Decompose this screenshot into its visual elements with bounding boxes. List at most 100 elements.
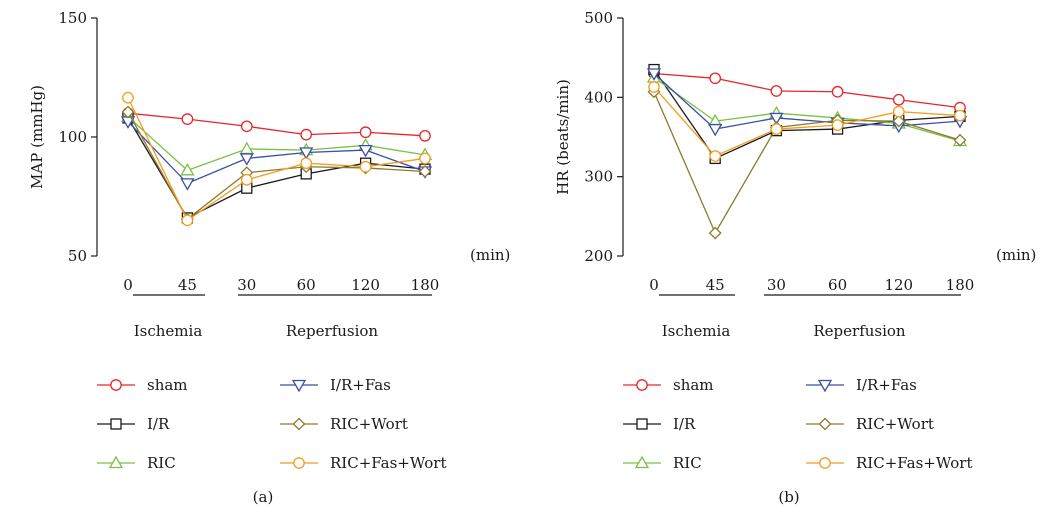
legend-label: I/R	[147, 415, 170, 433]
data-point	[648, 81, 660, 93]
series-line	[127, 112, 426, 137]
data-point	[358, 144, 373, 158]
legend-marker	[291, 379, 307, 393]
legend-marker	[818, 417, 832, 431]
data-point	[770, 123, 783, 135]
y-tick-label: 500	[584, 9, 613, 27]
data-point	[121, 105, 135, 119]
legend-label: sham	[147, 376, 188, 394]
x-tick-label: 30	[237, 276, 256, 294]
data-point	[709, 72, 722, 85]
y-axis-label: MAP (mmHg)	[28, 85, 46, 189]
legend-label: I/R	[673, 415, 696, 433]
legend-label: I/R+Fas	[856, 376, 917, 394]
data-point	[181, 113, 194, 126]
series-ric-wort	[647, 85, 967, 240]
data-point	[239, 153, 254, 166]
data-point	[953, 133, 967, 147]
series-line	[127, 97, 426, 222]
legend-label: RIC	[147, 454, 176, 472]
legend-marker	[292, 417, 306, 431]
x-tick-label: 45	[706, 276, 725, 294]
series-sham	[648, 67, 966, 114]
data-point	[300, 157, 313, 170]
data-point	[892, 105, 905, 118]
data-point	[418, 165, 432, 178]
data-point	[831, 85, 844, 98]
panel-label: (b)	[778, 488, 799, 506]
series-ric-fas-wort	[122, 91, 431, 227]
ischemia-label: Ischemia	[134, 322, 203, 340]
data-point	[359, 160, 372, 173]
legend-label: I/R+Fas	[330, 376, 391, 394]
chart-panel-b: 200 300 400 500 HR (beats/min) 0 45 30 60 120 180 (…	[554, 9, 1036, 506]
legend-marker	[110, 379, 122, 391]
panel-label: (a)	[253, 488, 274, 506]
x-tick-label: 180	[946, 276, 975, 294]
series-line	[653, 73, 961, 130]
data-point	[419, 129, 431, 142]
y-tick-label: 200	[584, 247, 613, 265]
x-tick-label: 120	[884, 276, 913, 294]
legend-marker	[108, 455, 124, 469]
x-tick-label: 45	[178, 276, 197, 294]
series-line	[653, 76, 961, 142]
data-point	[709, 150, 722, 162]
x-unit-label: (min)	[470, 246, 510, 264]
x-tick-label: 0	[123, 276, 133, 294]
y-axis-label: HR (beats/min)	[554, 79, 572, 195]
series-line	[127, 116, 426, 172]
data-point	[180, 163, 195, 176]
legend-label: sham	[673, 376, 714, 394]
data-point	[646, 68, 662, 81]
x-tick-label: 60	[828, 276, 847, 294]
legend-label: RIC+Wort	[856, 415, 934, 433]
x-tick-label: 30	[767, 276, 786, 294]
reperfusion-label: Reperfusion	[286, 322, 379, 340]
series-i-r	[648, 63, 966, 165]
data-point	[708, 123, 723, 137]
legend-marker	[636, 379, 648, 391]
series-line	[653, 91, 961, 235]
series-i-r	[122, 112, 431, 224]
data-point	[240, 120, 253, 133]
y-tick-label: 400	[584, 88, 613, 106]
data-point	[831, 119, 844, 131]
series-ric-fas-wort	[648, 81, 966, 162]
data-point	[769, 112, 784, 126]
y-tick-label: 100	[58, 128, 87, 146]
series-line	[127, 111, 426, 221]
series-line	[653, 86, 961, 157]
x-unit-label: (min)	[996, 246, 1036, 264]
y-tick-label: 50	[68, 247, 87, 265]
ischemia-label: Ischemia	[662, 322, 731, 340]
x-tick-label: 60	[297, 276, 316, 294]
data-point	[299, 147, 314, 160]
chart-panel-a: 50 100 150 MAP (mmHg) 0 45 30 60 120 180 (min) Isch…	[28, 9, 510, 506]
data-point	[359, 126, 372, 139]
data-point	[770, 85, 783, 97]
data-point	[181, 214, 194, 227]
x-tick-label: 0	[649, 276, 659, 294]
data-point	[419, 152, 431, 165]
legend-marker	[636, 418, 648, 430]
x-tick-label: 120	[351, 276, 380, 294]
legend-label: RIC+Fas+Wort	[856, 454, 973, 472]
data-point	[180, 178, 195, 191]
y-tick-label: 150	[58, 9, 87, 27]
data-point	[300, 128, 313, 141]
series-sham	[122, 107, 431, 142]
y-tick-label: 300	[584, 168, 613, 186]
x-tick-label: 180	[411, 276, 440, 294]
legend: sham I/R RIC I/R+Fas RIC+Wort RIC+Fas+Wort	[623, 376, 973, 472]
series-line	[653, 69, 961, 160]
data-point	[954, 109, 966, 122]
data-point	[240, 173, 253, 186]
legend-marker	[634, 455, 650, 469]
legend: sham I/R RIC I/R+Fas RIC+Wort RIC+Fas+Wort	[97, 376, 447, 472]
data-point	[122, 91, 134, 104]
series-line	[653, 72, 961, 109]
legend-label: RIC	[673, 454, 702, 472]
legend-label: RIC+Wort	[330, 415, 408, 433]
